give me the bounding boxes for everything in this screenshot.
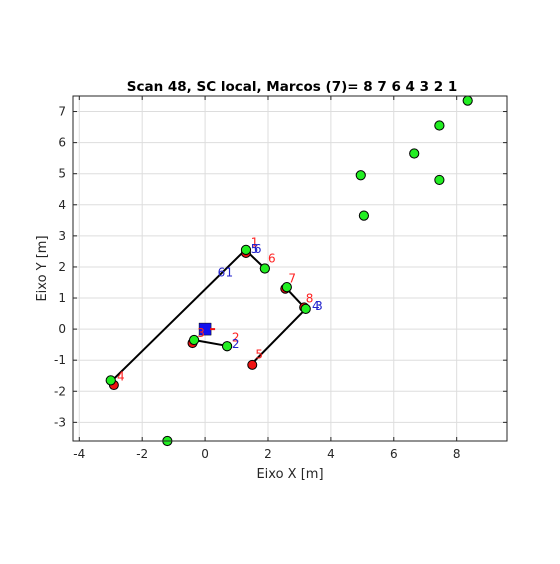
- x-tick-label: 8: [453, 447, 461, 461]
- x-tick-label: 4: [327, 447, 335, 461]
- landmark-point: [259, 263, 270, 274]
- landmark-point: [462, 95, 473, 106]
- red-index-label: 6: [268, 251, 276, 265]
- blue-index-label: 6: [218, 265, 226, 279]
- plot-frame: [72, 95, 508, 442]
- blue-index-label: 6: [254, 242, 262, 256]
- red-index-label: 1: [251, 236, 259, 250]
- blue-index-label: 3: [315, 299, 323, 313]
- y-tick-label: 4: [58, 198, 66, 212]
- landmark-point: [355, 170, 366, 181]
- landmark-point: [105, 375, 116, 386]
- y-tick-label: 3: [58, 229, 66, 243]
- landmark-point: [358, 210, 370, 221]
- landmark-point: [188, 334, 200, 346]
- red-index-label: 2: [232, 331, 240, 345]
- y-tick-label: 2: [58, 260, 66, 274]
- landmark-point: [300, 303, 311, 315]
- red-index-label: 7: [288, 271, 296, 285]
- y-tick-label: 1: [58, 291, 66, 305]
- landmark-point: [409, 148, 420, 159]
- blue-index-label: 2: [232, 337, 240, 351]
- y-tick-label: -1: [54, 353, 66, 367]
- landmark-point: [222, 341, 233, 352]
- red-index-label: 3: [197, 326, 205, 340]
- blue-index-label: 4: [312, 299, 320, 313]
- x-tick-label: 0: [201, 447, 209, 461]
- y-axis-label: Eixo Y [m]: [35, 235, 50, 301]
- landmark-point: [281, 282, 292, 293]
- red-index-label: 8: [306, 292, 314, 306]
- x-tick-label: 6: [390, 447, 398, 461]
- landmark-point: [240, 244, 252, 255]
- chart-title: Scan 48, SC local, Marcos (7)= 8 7 6 4 3…: [127, 79, 457, 95]
- path-segment: [251, 308, 307, 364]
- y-tick-label: 6: [58, 136, 66, 150]
- landmark-point: [434, 120, 445, 131]
- y-tick-label: -2: [54, 384, 66, 398]
- landmark-point: [434, 174, 445, 186]
- x-tick-label: -2: [136, 447, 148, 461]
- x-axis-label: Eixo X [m]: [256, 467, 323, 482]
- estimate-point: [247, 359, 258, 370]
- x-tick-label: -4: [73, 447, 85, 461]
- path-segment: [111, 249, 247, 382]
- red-index-label: 4: [117, 369, 125, 383]
- blue-index-label: 1: [226, 265, 234, 279]
- y-tick-label: 5: [58, 167, 66, 181]
- y-tick-label: 0: [58, 322, 66, 336]
- y-tick-label: 7: [58, 105, 66, 119]
- x-tick-label: 2: [264, 447, 272, 461]
- blue-index-label: 5: [251, 242, 259, 256]
- y-tick-label: -3: [54, 415, 66, 429]
- red-index-label: 5: [255, 348, 263, 362]
